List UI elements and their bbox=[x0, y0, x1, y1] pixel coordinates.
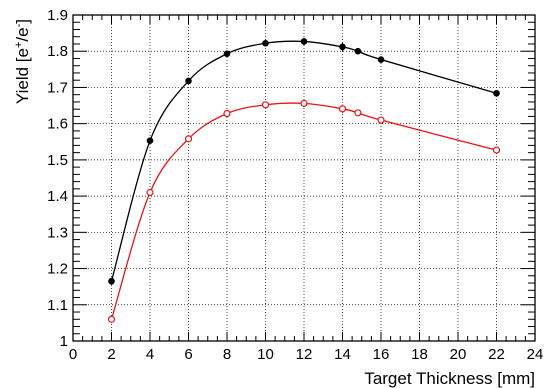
data-point bbox=[262, 39, 269, 47]
data-point bbox=[146, 137, 154, 144]
axis-ticks bbox=[72, 14, 536, 342]
series-line bbox=[110, 40, 497, 282]
y-tick-label: 1.9 bbox=[47, 7, 68, 24]
data-point bbox=[146, 188, 154, 197]
x-tick-label: 24 bbox=[527, 346, 544, 363]
x-tick-label: 4 bbox=[146, 346, 154, 363]
y-axis-title: Yield [e+/e-] bbox=[13, 19, 32, 104]
y-tick-label: 1 bbox=[60, 333, 68, 350]
x-tick-label: 8 bbox=[223, 346, 231, 363]
data-point bbox=[354, 47, 362, 55]
y-tick-label: 1.1 bbox=[47, 297, 68, 314]
x-tick-label: 20 bbox=[450, 346, 467, 363]
data-point bbox=[108, 277, 115, 285]
x-tick-label: 18 bbox=[411, 346, 428, 363]
data-point bbox=[107, 315, 116, 323]
series-group bbox=[107, 37, 501, 323]
series-2 bbox=[107, 99, 501, 323]
grid-lines bbox=[73, 15, 535, 341]
data-point bbox=[377, 116, 385, 124]
x-tick-label: 22 bbox=[488, 346, 505, 363]
y-tick-label: 1.5 bbox=[47, 152, 68, 169]
x-tick-label: 2 bbox=[107, 346, 115, 363]
x-tick-label: 14 bbox=[334, 346, 351, 363]
x-tick-label: 16 bbox=[373, 346, 390, 363]
x-tick-label: 0 bbox=[69, 346, 77, 363]
series-1 bbox=[108, 37, 500, 285]
data-point bbox=[354, 109, 362, 117]
x-axis-title: Target Thickness [mm] bbox=[364, 369, 535, 388]
y-tick-label: 1.6 bbox=[47, 116, 68, 133]
data-point bbox=[184, 135, 193, 143]
x-tick-label: 12 bbox=[296, 346, 313, 363]
y-tick-labels: 1 1.1 1.2 1.3 1.4 1.5 1.6 1.7 1.8 1.9 bbox=[47, 7, 68, 350]
x-tick-label: 6 bbox=[184, 346, 192, 363]
y-tick-label: 1.3 bbox=[47, 224, 68, 241]
data-point bbox=[261, 101, 270, 109]
x-tick-label: 10 bbox=[257, 346, 274, 363]
data-point bbox=[493, 89, 500, 97]
x-tick-labels: 0 2 4 6 8 10 12 14 16 18 20 22 24 bbox=[69, 346, 544, 363]
y-tick-label: 1.2 bbox=[47, 261, 68, 278]
y-tick-label: 1.4 bbox=[47, 188, 68, 205]
data-point bbox=[223, 109, 231, 118]
data-point bbox=[223, 50, 231, 58]
series-line bbox=[110, 102, 497, 320]
y-tick-label: 1.8 bbox=[47, 43, 68, 60]
y-tick-label: 1.7 bbox=[47, 79, 68, 96]
data-point bbox=[492, 146, 501, 154]
data-point bbox=[338, 105, 347, 113]
data-point bbox=[300, 38, 308, 45]
data-point bbox=[377, 56, 385, 63]
data-point bbox=[300, 99, 308, 107]
data-point bbox=[339, 43, 346, 51]
data-point bbox=[185, 77, 192, 85]
